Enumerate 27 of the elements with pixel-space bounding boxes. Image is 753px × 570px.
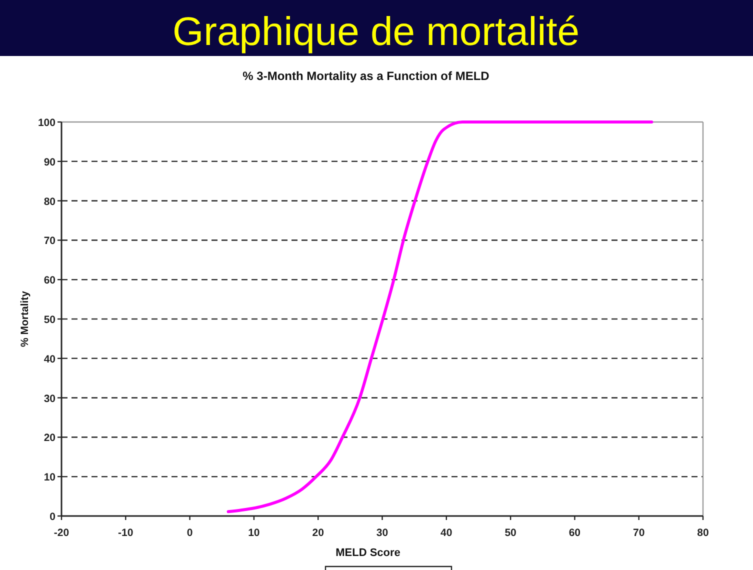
x-tick-label: 40 xyxy=(440,527,452,539)
x-tick-label: -10 xyxy=(118,527,134,539)
y-tick-label: 10 xyxy=(44,472,56,484)
x-tick-label: -20 xyxy=(54,527,70,539)
x-axis-title: MELD Score xyxy=(336,547,400,559)
y-tick-label: 70 xyxy=(44,235,56,248)
y-tick-label: 40 xyxy=(44,353,56,366)
x-tick-label: 50 xyxy=(504,527,517,539)
y-tick-label: 20 xyxy=(44,432,56,444)
line-series xyxy=(226,120,654,514)
y-axis-title: % Mortality xyxy=(19,290,31,348)
chart-title: Graphique de mortalité xyxy=(172,10,580,54)
y-tick-label: 100 xyxy=(38,117,56,129)
y-tick-label: 90 xyxy=(44,156,56,168)
chart-subtitle: % 3-Month Mortality as a Function of MELD xyxy=(242,69,490,83)
x-tick-label: 0 xyxy=(186,527,193,539)
x-tick-label: 70 xyxy=(633,527,645,539)
x-tick-label: 60 xyxy=(568,527,581,539)
x-tick-label: 10 xyxy=(248,527,260,539)
y-tick-label: 30 xyxy=(44,392,56,405)
x-tick-label: 20 xyxy=(312,527,324,539)
x-tick-label: 30 xyxy=(376,527,388,539)
x-tick-label: 80 xyxy=(697,527,709,539)
y-tick-label: 60 xyxy=(44,274,56,287)
y-tick-label: 0 xyxy=(50,511,56,523)
y-tick-label: 80 xyxy=(44,196,56,208)
y-tick-label: 50 xyxy=(44,314,56,326)
